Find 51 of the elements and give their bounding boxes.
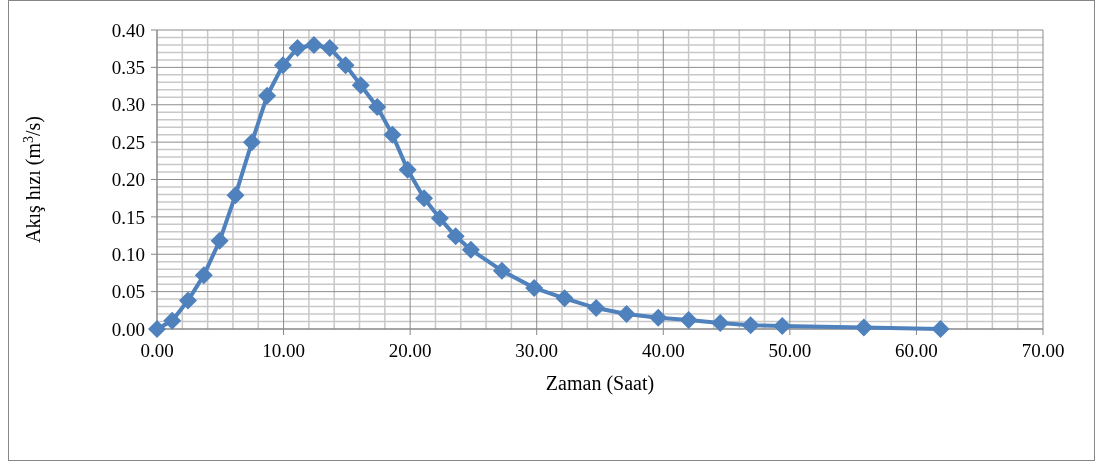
point (741, 316, 760, 335)
point (383, 125, 402, 144)
y-tick-label: 0.00 (111, 318, 145, 340)
x-tick-label: 70.00 (1021, 340, 1065, 361)
y-tick-label: 0.30 (111, 94, 145, 116)
point (368, 97, 387, 116)
point (415, 189, 434, 208)
y-tick-label: 0.05 (111, 281, 145, 303)
point (194, 266, 213, 285)
point (163, 311, 182, 330)
point (446, 227, 465, 246)
point (773, 317, 792, 336)
point (555, 289, 574, 308)
point (525, 278, 544, 297)
point (226, 186, 245, 205)
point (242, 133, 261, 152)
point (854, 318, 873, 337)
y-tick-label: 0.40 (111, 19, 145, 41)
x-tick-label: 0.00 (140, 340, 174, 361)
point (179, 291, 198, 310)
x-tick-label: 50.00 (768, 340, 812, 361)
x-tick-label: 20.00 (388, 340, 432, 361)
point (649, 308, 668, 327)
point (587, 299, 606, 318)
point (679, 311, 698, 330)
point (258, 86, 277, 105)
x-tick-label: 30.00 (515, 340, 559, 361)
point (273, 56, 292, 75)
point (461, 240, 480, 259)
y-tick-label: 0.35 (111, 57, 145, 79)
y-tick-label: 0.15 (111, 206, 145, 228)
point (931, 320, 950, 338)
point (148, 320, 166, 338)
point (617, 305, 636, 324)
y-tick-label: 0.20 (111, 169, 145, 191)
point (304, 35, 323, 54)
point (492, 261, 511, 280)
x-axis-title: Zaman (Saat) (545, 372, 655, 395)
point (351, 76, 370, 95)
point (711, 314, 730, 333)
point (398, 160, 417, 179)
point (210, 231, 229, 250)
point (320, 38, 339, 57)
y-tick-label: 0.10 (111, 243, 145, 265)
point (430, 209, 449, 228)
x-tick-label: 10.00 (262, 340, 305, 361)
point (336, 56, 355, 75)
x-tick-label: 60.00 (895, 340, 938, 361)
y-tick-label: 0.25 (111, 131, 145, 153)
point (288, 38, 307, 57)
x-tick-label: 40.00 (641, 340, 685, 361)
